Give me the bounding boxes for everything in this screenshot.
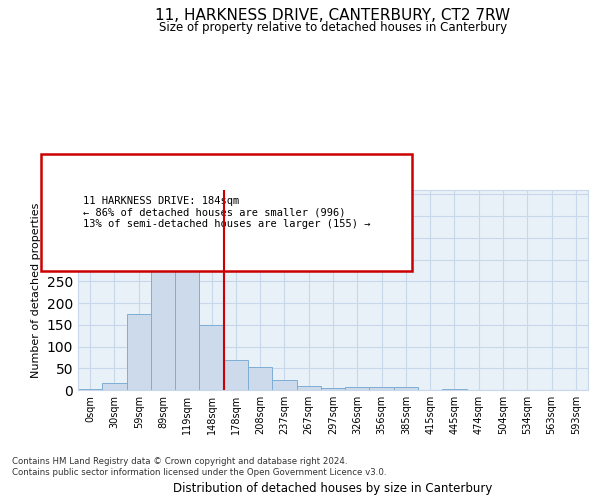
Bar bbox=[199, 325, 224, 390]
Y-axis label: Number of detached properties: Number of detached properties bbox=[31, 202, 41, 378]
Bar bbox=[248, 367, 272, 390]
Bar bbox=[102, 382, 127, 390]
Bar bbox=[394, 387, 418, 390]
Bar bbox=[78, 389, 102, 390]
Bar bbox=[442, 389, 467, 390]
Text: Distribution of detached houses by size in Canterbury: Distribution of detached houses by size … bbox=[173, 482, 493, 495]
Text: Contains HM Land Registry data © Crown copyright and database right 2024.
Contai: Contains HM Land Registry data © Crown c… bbox=[12, 458, 386, 477]
Bar bbox=[370, 388, 394, 390]
Bar bbox=[296, 386, 321, 390]
Bar bbox=[224, 360, 248, 390]
Bar bbox=[175, 270, 199, 390]
Text: Size of property relative to detached houses in Canterbury: Size of property relative to detached ho… bbox=[159, 21, 507, 34]
Text: 11 HARKNESS DRIVE: 184sqm
← 86% of detached houses are smaller (996)
13% of semi: 11 HARKNESS DRIVE: 184sqm ← 86% of detac… bbox=[83, 196, 371, 229]
Bar bbox=[272, 380, 296, 390]
Bar bbox=[151, 232, 175, 390]
Bar bbox=[127, 314, 151, 390]
Bar bbox=[345, 388, 370, 390]
Bar bbox=[321, 388, 345, 390]
Text: 11, HARKNESS DRIVE, CANTERBURY, CT2 7RW: 11, HARKNESS DRIVE, CANTERBURY, CT2 7RW bbox=[155, 8, 511, 22]
